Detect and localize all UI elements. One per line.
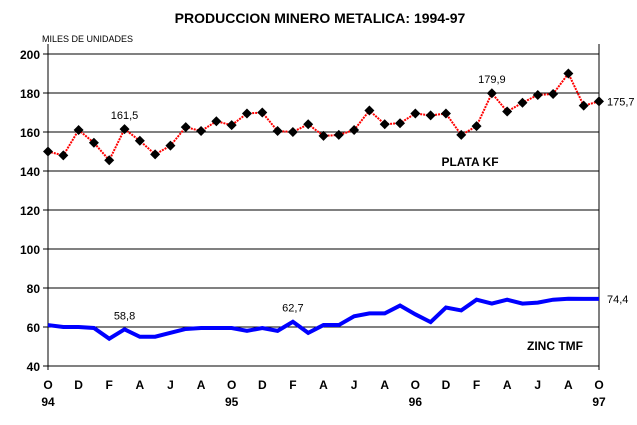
data-point [379, 119, 390, 130]
data-point [241, 108, 252, 119]
x-tick-label: D [74, 378, 83, 392]
series-line-zinc [47, 296, 599, 342]
data-point [303, 119, 314, 130]
data-point [471, 121, 482, 132]
legend-zinc: ZINC TMF [527, 339, 583, 353]
x-tick-label: J [351, 378, 358, 392]
data-point [502, 106, 513, 117]
data-point [180, 122, 191, 133]
chart-title: PRODUCCION MINERO METALICA: 1994-97 [175, 10, 466, 26]
x-tick-label: J [167, 378, 174, 392]
data-label: 179,9 [478, 74, 506, 86]
data-point [134, 135, 145, 146]
y-tick-label: 40 [27, 360, 41, 374]
data-label: 62,7 [282, 303, 303, 315]
x-tick-label: O [43, 378, 52, 392]
data-point [58, 150, 69, 161]
data-point [456, 129, 467, 140]
x-tick-label: A [503, 378, 512, 392]
x-tick-label: A [135, 378, 144, 392]
y-tick-label: 120 [20, 204, 40, 218]
data-point [410, 108, 421, 119]
data-point [43, 146, 53, 157]
data-point [318, 130, 329, 141]
data-point [226, 120, 237, 131]
y-tick-label: 160 [20, 126, 40, 140]
y-tick-label: 100 [20, 243, 40, 257]
x-tick-label: F [106, 378, 113, 392]
data-point [594, 96, 604, 107]
data-point [440, 108, 451, 119]
data-label: 161,5 [111, 110, 139, 122]
x-tick-label: D [442, 378, 451, 392]
data-point [150, 149, 161, 160]
data-point [257, 107, 268, 118]
data-point [395, 118, 406, 129]
data-point [532, 89, 543, 100]
x-tick-label: D [258, 378, 267, 392]
data-label: 175,7 [607, 96, 635, 108]
data-point [73, 125, 84, 136]
x-tick-label: A [197, 378, 206, 392]
data-point [349, 125, 360, 136]
data-point [548, 88, 559, 99]
data-point [196, 126, 207, 137]
data-point [333, 129, 344, 140]
data-point [287, 127, 298, 137]
x-tick-label: O [594, 378, 603, 392]
x-year-label: 96 [409, 395, 423, 409]
data-point [119, 124, 130, 135]
data-label: 74,4 [607, 294, 628, 306]
data-point [563, 68, 574, 79]
x-tick-label: O [411, 378, 420, 392]
y-tick-label: 180 [20, 87, 40, 101]
x-year-label: 97 [592, 395, 606, 409]
data-point [425, 110, 436, 121]
data-point [88, 137, 99, 148]
data-point [517, 97, 528, 108]
x-tick-label: F [289, 378, 296, 392]
data-point [272, 126, 283, 137]
x-tick-label: A [319, 378, 328, 392]
y-tick-label: 200 [20, 48, 40, 62]
data-point [165, 140, 176, 151]
data-point [211, 116, 222, 127]
x-tick-label: A [380, 378, 389, 392]
data-point [486, 88, 497, 99]
x-year-label: 95 [225, 395, 239, 409]
y-tick-label: 140 [20, 165, 40, 179]
y-tick-label: 80 [27, 282, 41, 296]
data-point [578, 100, 589, 111]
data-point [364, 105, 375, 116]
x-tick-label: A [564, 378, 573, 392]
y-axis-label: MILES DE UNIDADES [42, 34, 133, 44]
data-point [104, 155, 115, 166]
x-year-label: 94 [41, 395, 55, 409]
legend-plata: PLATA KF [441, 155, 498, 169]
y-tick-label: 60 [27, 321, 41, 335]
x-tick-label: F [473, 378, 480, 392]
x-tick-label: J [534, 378, 541, 392]
x-tick-label: O [227, 378, 236, 392]
data-label: 58,8 [114, 310, 135, 322]
